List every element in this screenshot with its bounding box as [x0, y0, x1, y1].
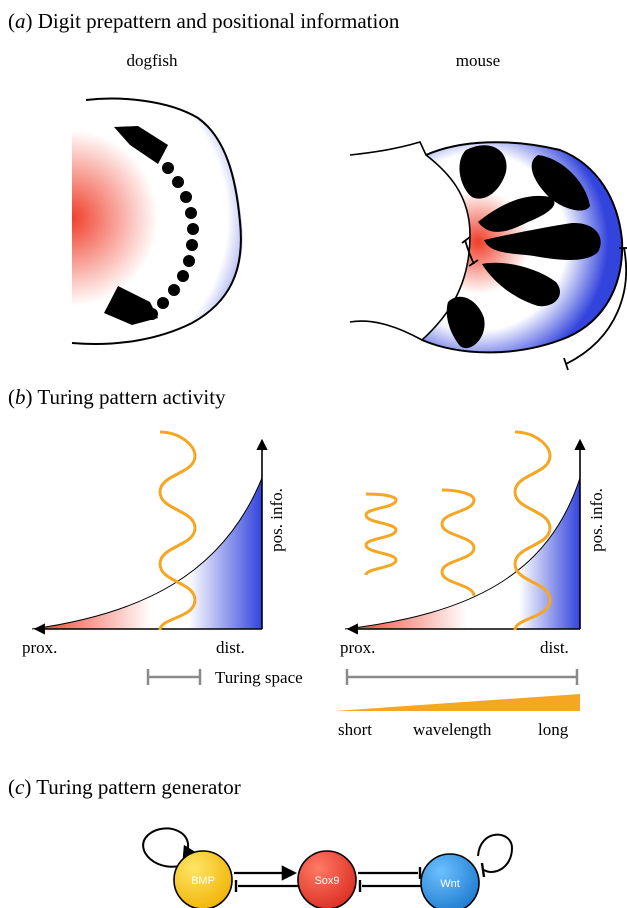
left-yaxis-label: pos. info. — [267, 488, 286, 552]
mouse-digit-condensations — [446, 145, 601, 349]
wnt-node — [420, 853, 480, 908]
dogfish-upper-cartilage — [114, 126, 168, 164]
bmp-node — [173, 850, 233, 908]
dogfish-label: dogfish — [127, 51, 179, 70]
medium-wavelength-wave — [440, 488, 476, 597]
mouse-limb — [349, 141, 627, 371]
left-plot: prox. dist. pos. info. Turing space — [22, 430, 303, 687]
dogfish-fin-outline — [71, 97, 242, 346]
wedge-wavelength-label: wavelength — [413, 720, 492, 739]
dogfish-fin — [71, 97, 243, 346]
bmp-self-activation — [142, 827, 196, 868]
panel-c-title: (c) Turing pattern generator — [8, 775, 241, 799]
turing-space-label: Turing space — [215, 668, 303, 687]
mouse-limb-inner-outline — [349, 141, 471, 341]
wavelength-wedge — [335, 694, 580, 711]
bmp-node-label: BMP — [191, 875, 215, 887]
dogfish-radial-beads — [146, 162, 199, 320]
left-curve — [31, 477, 263, 630]
wnt-self-inhibit-bar — [480, 862, 486, 878]
wnt-node-label: Wnt — [440, 878, 460, 890]
wedge-long-label: long — [538, 720, 569, 739]
panel-a-title: (a) Digit prepattern and positional info… — [8, 9, 400, 33]
mouse-inner-tbar-bottom — [468, 259, 479, 267]
sox9-node — [297, 850, 357, 908]
right-curve — [344, 477, 581, 630]
dogfish-lower-cartilage — [104, 286, 158, 325]
long-wavelength-wave — [513, 430, 552, 631]
left-turing-wave — [158, 430, 197, 631]
panel-b-title: (b) Turing pattern activity — [8, 385, 226, 409]
mouse-outer-tbar-bottom — [563, 357, 569, 371]
right-yaxis-label: pos. info. — [587, 488, 606, 552]
mouse-outer-inhibition-arc — [565, 247, 627, 365]
mouse-limb-outer-outline — [421, 141, 624, 354]
right-prox-label: prox. — [340, 638, 375, 657]
wedge-short-label: short — [338, 720, 372, 739]
left-prox-label: prox. — [22, 638, 57, 657]
mouse-label: mouse — [456, 51, 500, 70]
left-positional-gradient — [32, 478, 262, 629]
right-positional-gradient — [345, 478, 580, 629]
sox9-node-label: Sox9 — [314, 875, 339, 887]
left-dist-label: dist. — [216, 638, 245, 657]
wnt-self-loop — [477, 833, 514, 873]
regulatory-network: BMP Sox9 Wnt — [142, 827, 514, 908]
right-dist-label: dist. — [540, 638, 569, 657]
short-wavelength-wave — [364, 492, 398, 576]
mouse-inner-tbar-top — [461, 236, 471, 244]
dogfish-fin-gradient — [72, 99, 243, 341]
right-plot: prox. dist. pos. info. short wavelength … — [335, 430, 606, 739]
